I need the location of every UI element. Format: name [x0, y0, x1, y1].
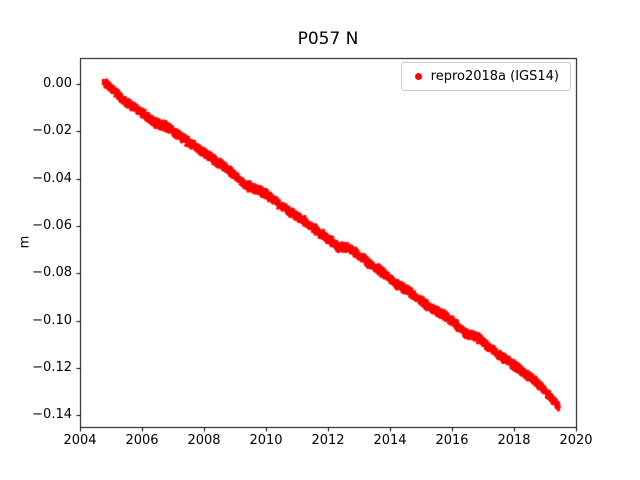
y-tick-label: 0.00 — [43, 76, 72, 92]
chart-title: P057 N — [297, 29, 359, 49]
x-tick-label: 2020 — [559, 433, 593, 448]
legend-marker-dot — [414, 73, 422, 80]
x-tick-label: 2018 — [497, 433, 531, 448]
y-tick-label: −0.08 — [32, 265, 72, 281]
x-tick-label: 2014 — [373, 433, 407, 448]
y-tick-label: −0.04 — [32, 170, 72, 186]
y-tick-label: −0.12 — [32, 359, 72, 375]
y-tick-label: −0.10 — [32, 312, 72, 328]
x-tick-label: 2004 — [63, 433, 97, 448]
y-tick-label: −0.06 — [32, 217, 72, 233]
legend: repro2018a (IGS14) — [400, 62, 571, 91]
x-tick-label: 2012 — [311, 433, 345, 448]
x-tick-label: 2010 — [249, 433, 283, 448]
y-axis-label: m — [17, 235, 33, 249]
x-tick-label: 2008 — [187, 433, 221, 448]
y-tick-label: −0.02 — [32, 123, 72, 139]
x-tick-label: 2016 — [435, 433, 469, 448]
x-tick-label: 2006 — [125, 433, 159, 448]
legend-label: repro2018a (IGS14) — [430, 69, 559, 84]
y-tick-label: −0.14 — [32, 407, 72, 423]
